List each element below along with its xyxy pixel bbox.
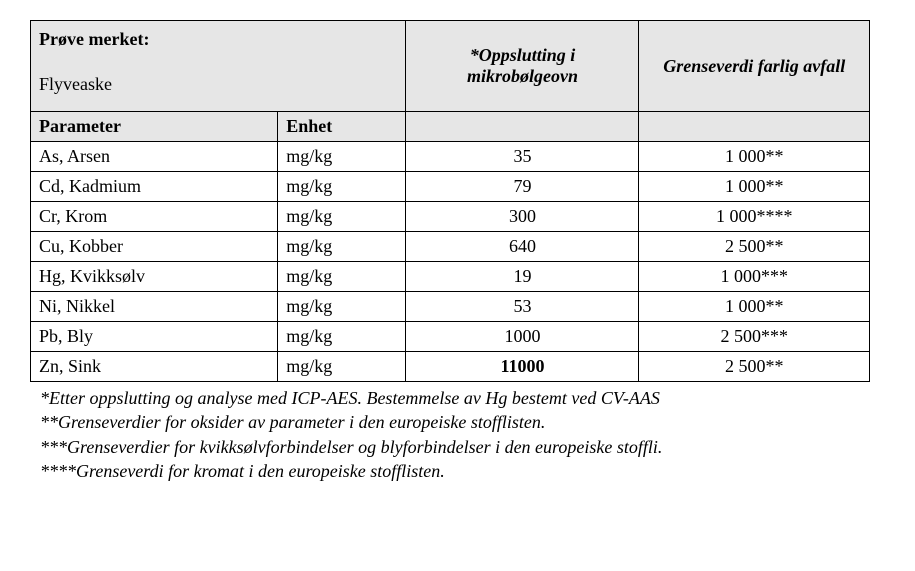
cell-value: 640: [406, 232, 639, 262]
cell-parameter: As, Arsen: [31, 142, 278, 172]
data-table: Prøve merket: Flyveaske *Oppslutting i m…: [30, 20, 870, 382]
cell-limit: 2 500**: [639, 232, 870, 262]
cell-limit: 1 000****: [639, 202, 870, 232]
cell-parameter: Cr, Krom: [31, 202, 278, 232]
table-row: Cr, Krommg/kg3001 000****: [31, 202, 870, 232]
note-3: ***Grenseverdier for kvikksølvforbindels…: [40, 435, 895, 459]
note-2: **Grenseverdier for oksider av parameter…: [40, 410, 895, 434]
notes: *Etter oppslutting og analyse med ICP-AE…: [40, 386, 895, 483]
sample-name: Flyveaske: [39, 74, 397, 95]
cell-value: 1000: [406, 322, 639, 352]
sample-label-title: Prøve merket:: [39, 29, 397, 50]
header-value: *Oppslutting i mikrobølgeovn: [406, 21, 639, 112]
cell-value: 53: [406, 292, 639, 322]
table-row: Pb, Blymg/kg10002 500***: [31, 322, 870, 352]
cell-limit: 1 000***: [639, 262, 870, 292]
cell-value: 35: [406, 142, 639, 172]
table-row: Cd, Kadmiummg/kg791 000**: [31, 172, 870, 202]
cell-parameter: Hg, Kvikksølv: [31, 262, 278, 292]
cell-unit: mg/kg: [278, 202, 406, 232]
header-parameter: Parameter: [31, 112, 278, 142]
cell-value: 19: [406, 262, 639, 292]
cell-value: 79: [406, 172, 639, 202]
note-1: *Etter oppslutting og analyse med ICP-AE…: [40, 386, 895, 410]
cell-limit: 1 000**: [639, 172, 870, 202]
cell-unit: mg/kg: [278, 292, 406, 322]
cell-limit: 1 000**: [639, 142, 870, 172]
cell-limit: 1 000**: [639, 292, 870, 322]
header-sample: Prøve merket: Flyveaske: [31, 21, 406, 112]
cell-parameter: Ni, Nikkel: [31, 292, 278, 322]
header-unit: Enhet: [278, 112, 406, 142]
table-row: As, Arsenmg/kg351 000**: [31, 142, 870, 172]
cell-parameter: Zn, Sink: [31, 352, 278, 382]
cell-parameter: Cd, Kadmium: [31, 172, 278, 202]
cell-unit: mg/kg: [278, 262, 406, 292]
cell-limit: 2 500***: [639, 322, 870, 352]
cell-value: 11000: [406, 352, 639, 382]
table-body: As, Arsenmg/kg351 000**Cd, Kadmiummg/kg7…: [31, 142, 870, 382]
table-row: Hg, Kvikksølvmg/kg191 000***: [31, 262, 870, 292]
cell-limit: 2 500**: [639, 352, 870, 382]
header-limit: Grenseverdi farlig avfall: [639, 21, 870, 112]
cell-unit: mg/kg: [278, 322, 406, 352]
cell-unit: mg/kg: [278, 352, 406, 382]
header-value-blank: [406, 112, 639, 142]
cell-unit: mg/kg: [278, 232, 406, 262]
table-row: Zn, Sinkmg/kg110002 500**: [31, 352, 870, 382]
table-row: Ni, Nikkelmg/kg531 000**: [31, 292, 870, 322]
note-4: ****Grenseverdi for kromat i den europei…: [40, 459, 895, 483]
cell-unit: mg/kg: [278, 142, 406, 172]
table-row: Cu, Kobbermg/kg6402 500**: [31, 232, 870, 262]
cell-parameter: Cu, Kobber: [31, 232, 278, 262]
cell-unit: mg/kg: [278, 172, 406, 202]
cell-parameter: Pb, Bly: [31, 322, 278, 352]
header-limit-blank: [639, 112, 870, 142]
cell-value: 300: [406, 202, 639, 232]
